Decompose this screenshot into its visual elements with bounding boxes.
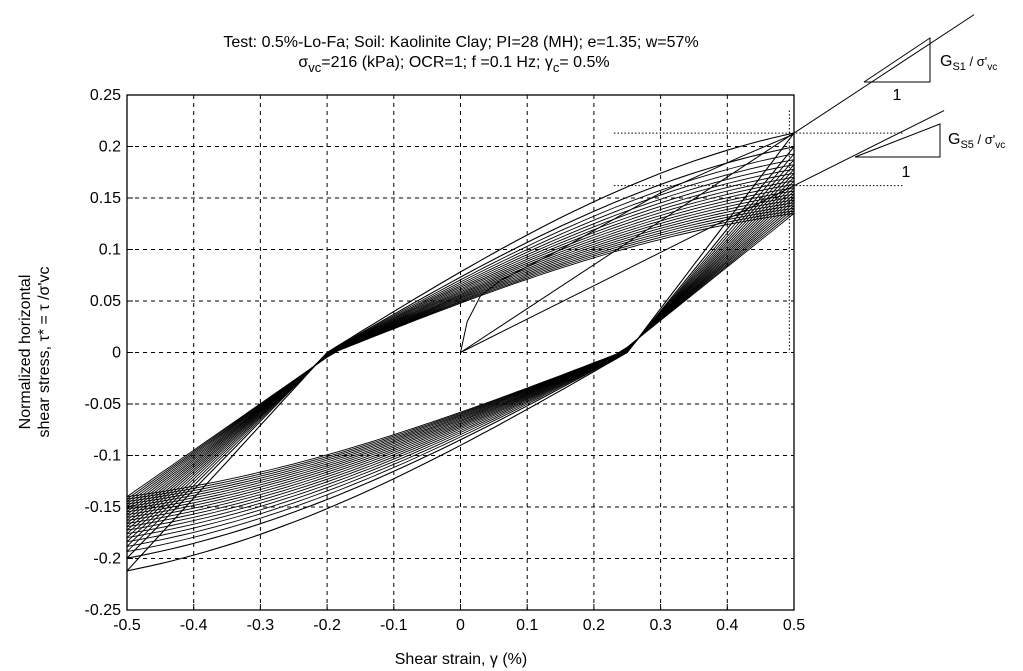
initial-loading-curve <box>460 133 794 353</box>
x-tick-label: -0.3 <box>247 617 275 634</box>
y-axis-ticks: 0.25 0.2 0.15 0.1 0.05 0 -0.05 -0.1 -0.15 -0.2 -0.… <box>85 87 133 619</box>
y-tick-label: -0.2 <box>93 551 121 568</box>
slope-label-gs1: GS1 / σ'vc <box>940 53 997 73</box>
y-tick-label: -0.15 <box>85 499 122 516</box>
slope-annotation-gs1: GS1 / σ'vc 1 <box>863 37 997 104</box>
y-tick-label: 0.2 <box>99 139 121 156</box>
y-tick-label: 0.15 <box>90 190 121 207</box>
hysteresis-loop <box>127 212 794 498</box>
slope-annotation-gs5: GS5 / σ'vc 1 <box>854 123 1005 181</box>
x-tick-label: 0.4 <box>716 617 738 634</box>
x-tick-label: 0.5 <box>783 617 805 634</box>
x-tick-label: -0.1 <box>380 617 408 634</box>
hysteresis-loop <box>127 146 794 559</box>
y-tick-label: 0.05 <box>90 293 121 310</box>
chart-title-line1: Test: 0.5%-Lo-Fa; Soil: Kaolinite Clay; … <box>223 34 698 51</box>
slope-triangle-gs1 <box>863 37 931 83</box>
y-tick-label: 0.1 <box>99 242 121 259</box>
slope-triangle-gs5 <box>854 123 941 158</box>
reference-line-gs5 <box>460 110 945 353</box>
x-tick-label: 0 <box>456 617 465 634</box>
y-axis-label: Normalized horizontal shear stress, τ* =… <box>17 267 53 438</box>
slope-run-gs5: 1 <box>902 164 911 181</box>
y-tick-label: -0.1 <box>93 448 121 465</box>
y-tick-label: -0.05 <box>85 396 122 413</box>
hysteresis-loop <box>127 132 794 572</box>
svg-text:Normalized horizontal: Normalized horizontal <box>17 275 34 430</box>
slope-run-gs1: 1 <box>893 87 902 104</box>
x-tick-label: 0.1 <box>516 617 538 634</box>
x-tick-label: -0.2 <box>313 617 341 634</box>
slope-label-gs5: GS5 / σ'vc <box>948 131 1005 151</box>
x-tick-label: -0.4 <box>180 617 208 634</box>
reference-lines <box>460 14 975 353</box>
x-tick-label: 0.3 <box>649 617 671 634</box>
reference-line-gs1 <box>460 14 975 353</box>
chart-title-line2: σvc=216 (kPa); OCR=1; f =0.1 Hz; γc= 0.5… <box>298 54 609 75</box>
hysteresis-loops <box>127 132 794 572</box>
x-tick-label: 0.2 <box>583 617 605 634</box>
y-tick-label: 0.25 <box>90 87 121 104</box>
x-axis-label: Shear strain, γ (%) <box>395 651 527 668</box>
y-tick-label: 0 <box>112 345 121 362</box>
y-tick-label: -0.25 <box>85 602 122 619</box>
x-axis-ticks: -0.5 -0.4 -0.3 -0.2 -0.1 0 0.1 0.2 0.3 0.4 0.5 <box>113 604 805 634</box>
svg-text:shear stress, τ* = τ /σ'vc: shear stress, τ* = τ /σ'vc <box>36 267 53 438</box>
x-tick-label: -0.5 <box>113 617 141 634</box>
